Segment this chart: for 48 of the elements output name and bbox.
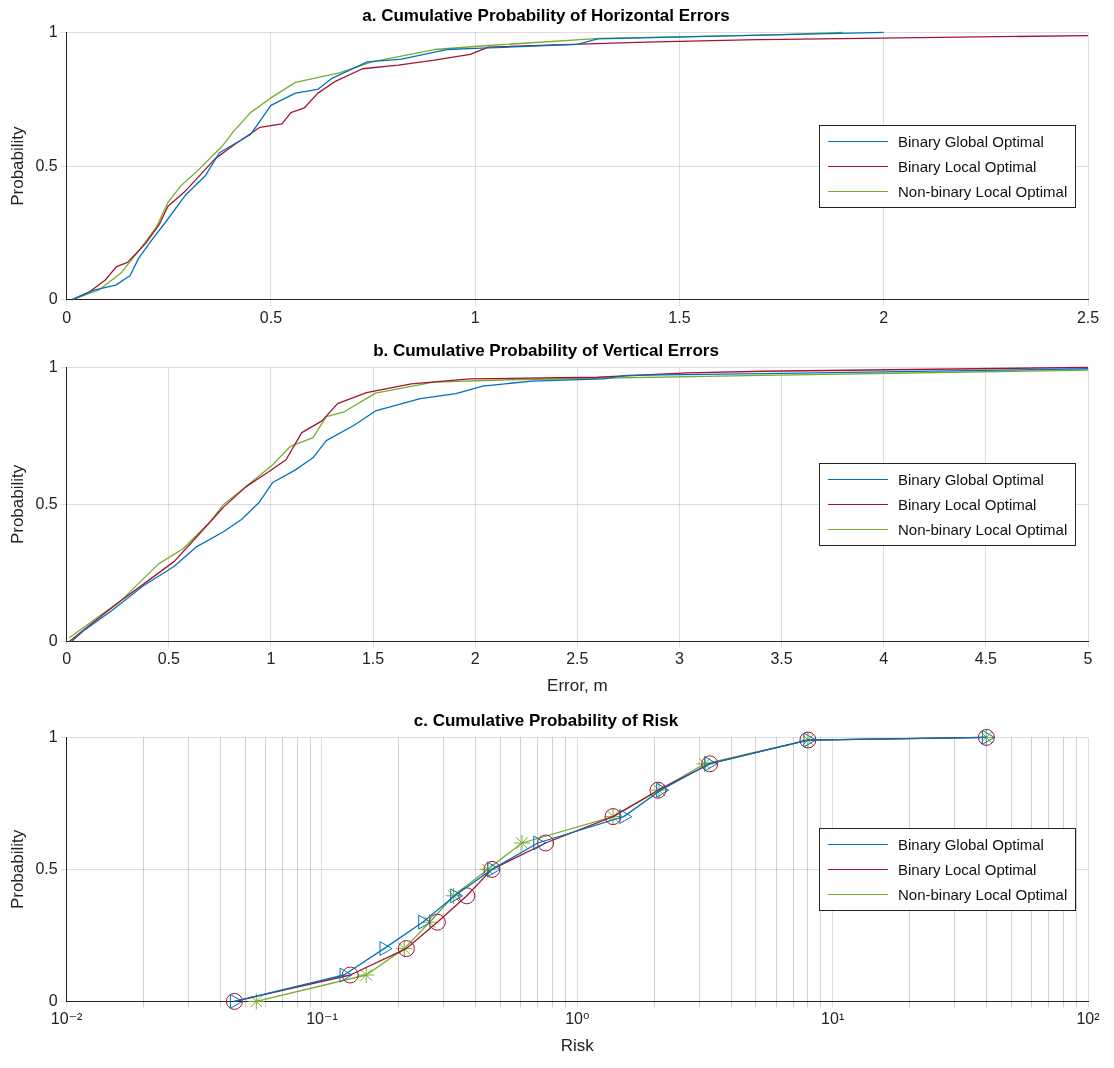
y-tick-label: 0.5 xyxy=(35,494,58,512)
x-tick-label: 10⁻¹ xyxy=(306,1010,338,1028)
y-tick-label: 1 xyxy=(48,22,58,40)
x-tick-label: 1.5 xyxy=(361,650,385,668)
x-tick-label: 4.5 xyxy=(974,650,998,668)
x-axis-title: Error, m xyxy=(547,676,608,696)
legend-label: Binary Global Optimal xyxy=(898,132,1044,150)
legend-label: Binary Global Optimal xyxy=(898,835,1044,853)
y-tick-label: 0.5 xyxy=(35,156,58,174)
x-axis-title: Risk xyxy=(560,1036,595,1056)
x-tick-label: 10² xyxy=(1076,1010,1101,1028)
chart-title: c. Cumulative Probability of Risk xyxy=(413,710,679,730)
legend-label: Binary Local Optimal xyxy=(898,157,1037,175)
legend-label: Non-binary Local Optimal xyxy=(898,885,1068,903)
y-tick-label: 0 xyxy=(48,631,58,649)
legend-label: Binary Local Optimal xyxy=(898,495,1037,513)
x-tick-label: 0.5 xyxy=(157,650,180,668)
x-tick-label: 0 xyxy=(62,650,72,668)
chart-title: b. Cumulative Probability of Vertical Errors xyxy=(373,340,719,360)
legend-label: Binary Local Optimal xyxy=(898,860,1037,878)
x-tick-label: 2 xyxy=(470,650,480,668)
x-tick-label: 2 xyxy=(879,308,889,326)
x-tick-label: 10⁰ xyxy=(565,1010,590,1028)
x-tick-label: 10¹ xyxy=(821,1010,845,1028)
legend-label: Binary Global Optimal xyxy=(898,470,1044,488)
x-tick-label: 4 xyxy=(879,650,889,668)
y-tick-label: 0.5 xyxy=(35,859,58,877)
x-tick-label: 1 xyxy=(266,650,276,668)
y-tick-label: 1 xyxy=(48,357,58,375)
x-tick-label: 2.5 xyxy=(566,650,589,668)
y-axis-title: Probability xyxy=(7,125,27,206)
x-tick-label: 10⁻² xyxy=(50,1010,84,1028)
x-tick-label: 0 xyxy=(62,308,72,326)
legend-label: Non-binary Local Optimal xyxy=(898,182,1068,200)
chart-title: a. Cumulative Probability of Horizontal Errors xyxy=(362,5,730,25)
y-tick-label: 0 xyxy=(48,991,58,1009)
y-axis-title: Probability xyxy=(7,829,27,910)
y-tick-label: 0 xyxy=(48,290,58,308)
x-tick-label: 0.5 xyxy=(259,308,283,326)
legend-label: Non-binary Local Optimal xyxy=(898,520,1068,538)
y-axis-title: Probability xyxy=(7,464,27,545)
x-tick-label: 1 xyxy=(470,308,480,326)
x-tick-label: 3 xyxy=(675,650,684,668)
x-tick-label: 1.5 xyxy=(668,308,691,326)
x-tick-label: 3.5 xyxy=(770,650,793,668)
x-tick-label: 2.5 xyxy=(1076,308,1100,326)
y-tick-label: 1 xyxy=(48,727,58,745)
x-tick-label: 5 xyxy=(1083,650,1093,668)
